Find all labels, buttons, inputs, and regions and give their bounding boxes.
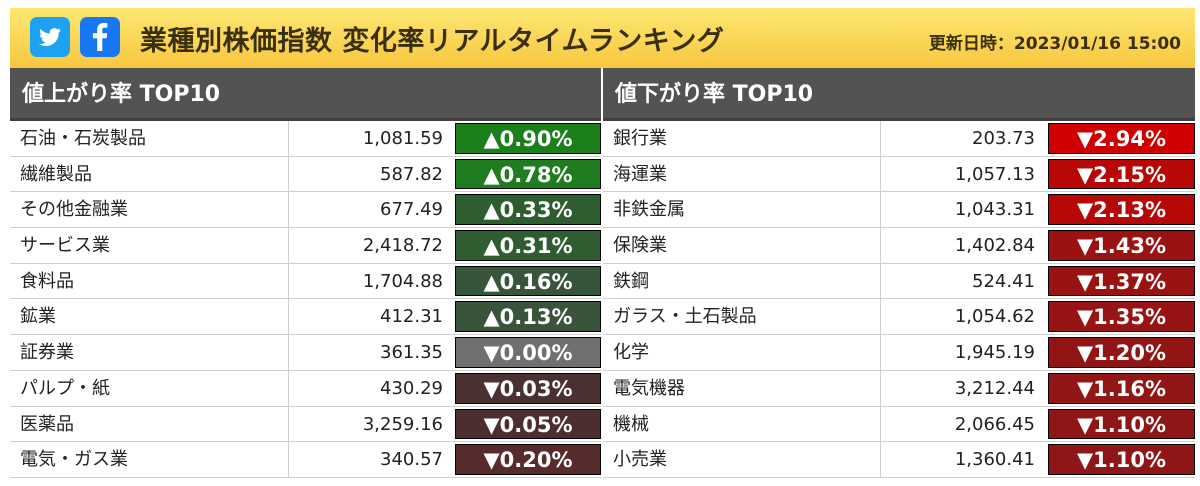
change-rate-badge: ▼1.37% — [1048, 265, 1195, 297]
table-row: 鉄鋼 524.41 ▼1.37% — [603, 263, 1195, 300]
index-value: 3,212.44 — [880, 370, 1047, 406]
table-row: 電気機器 3,212.44 ▼1.16% — [603, 370, 1195, 407]
change-rate-badge: ▼0.05% — [455, 408, 601, 440]
table-row: 機械 2,066.45 ▼1.10% — [603, 406, 1195, 443]
change-rate-badge: ▼2.15% — [1048, 158, 1195, 190]
table-row: 石油・石炭製品 1,081.59 ▲0.90% — [10, 121, 601, 157]
gainers-title: 値上がり率 TOP10 — [10, 68, 601, 121]
change-rate-badge: ▼1.10% — [1048, 444, 1195, 475]
table-row: その他金融業 677.49 ▲0.33% — [10, 192, 601, 229]
table-row: 化学 1,945.19 ▼1.20% — [603, 335, 1195, 371]
index-value: 1,402.84 — [880, 228, 1047, 263]
header-bar: 業種別株価指数 変化率リアルタイムランキング 更新日時：2023/01/16 1… — [10, 8, 1195, 68]
change-rate-badge: ▼1.16% — [1048, 372, 1195, 404]
table-row: 食料品 1,704.88 ▲0.16% — [10, 263, 601, 300]
index-value: 2,418.72 — [288, 228, 455, 263]
sector-name: ガラス・土石製品 — [613, 306, 757, 328]
losers-title: 値下がり率 TOP10 — [603, 68, 1195, 121]
twitter-icon — [39, 28, 61, 46]
change-rate-badge: ▼1.43% — [1048, 230, 1195, 261]
table-row: 保険業 1,402.84 ▼1.43% — [603, 228, 1195, 264]
change-rate-badge: ▼0.20% — [455, 444, 601, 475]
index-value: 587.82 — [288, 156, 455, 192]
twitter-share-button[interactable] — [30, 17, 70, 57]
gainers-table: 石油・石炭製品 1,081.59 ▲0.90% 繊維製品 587.82 ▲0.78% その他… — [10, 121, 601, 478]
sector-name: サービス業 — [20, 235, 110, 257]
change-rate-badge: ▲0.16% — [455, 265, 601, 297]
sector-name: 医薬品 — [20, 413, 74, 435]
sector-name: その他金融業 — [20, 199, 128, 221]
losers-panel: 値下がり率 TOP10 銀行業 203.73 ▼2.94% 海運業 1,057.13 ▼2… — [603, 68, 1195, 478]
sector-name: 電気機器 — [613, 377, 685, 399]
index-value: 524.41 — [880, 263, 1047, 299]
table-row: サービス業 2,418.72 ▲0.31% — [10, 228, 601, 264]
updated-timestamp: 更新日時：2023/01/16 15:00 — [928, 34, 1181, 54]
sector-name: 繊維製品 — [20, 163, 92, 185]
page-title: 業種別株価指数 変化率リアルタイムランキング — [140, 26, 725, 57]
table-row: 繊維製品 587.82 ▲0.78% — [10, 156, 601, 193]
sector-name: 鉄鋼 — [613, 270, 649, 292]
table-row: 鉱業 412.31 ▲0.13% — [10, 299, 601, 336]
index-value: 203.73 — [880, 121, 1047, 156]
index-value: 1,360.41 — [880, 442, 1047, 477]
sector-name: 食料品 — [20, 270, 74, 292]
change-rate-badge: ▼1.20% — [1048, 337, 1195, 368]
index-value: 1,043.31 — [880, 192, 1047, 228]
sector-name: 海運業 — [613, 163, 667, 185]
index-value: 430.29 — [288, 370, 455, 406]
index-value: 2,066.45 — [880, 406, 1047, 442]
sector-name: 化学 — [613, 342, 649, 364]
change-rate-badge: ▲0.90% — [455, 123, 601, 154]
table-row: パルプ・紙 430.29 ▼0.03% — [10, 370, 601, 407]
sector-name: 保険業 — [613, 235, 667, 257]
index-value: 1,081.59 — [288, 121, 455, 156]
sector-name: 証券業 — [20, 342, 74, 364]
table-row: 医薬品 3,259.16 ▼0.05% — [10, 406, 601, 443]
table-row: 電気・ガス業 340.57 ▼0.20% — [10, 442, 601, 478]
table-row: 海運業 1,057.13 ▼2.15% — [603, 156, 1195, 193]
sector-name: 石油・石炭製品 — [20, 128, 146, 149]
index-value: 3,259.16 — [288, 406, 455, 442]
panel-divider — [601, 68, 603, 486]
change-rate-badge: ▼1.10% — [1048, 408, 1195, 440]
change-rate-badge: ▼2.94% — [1048, 123, 1195, 154]
sector-name: 非鉄金属 — [613, 199, 685, 221]
facebook-icon — [92, 23, 108, 51]
sector-name: 機械 — [613, 413, 649, 435]
table-row: 証券業 361.35 ▼0.00% — [10, 335, 601, 371]
losers-table: 銀行業 203.73 ▼2.94% 海運業 1,057.13 ▼2.15% 非鉄金属 1,04… — [603, 121, 1195, 478]
change-rate-badge: ▼2.13% — [1048, 194, 1195, 226]
table-row: 銀行業 203.73 ▼2.94% — [603, 121, 1195, 157]
facebook-share-button[interactable] — [80, 17, 120, 57]
index-value: 1,054.62 — [880, 299, 1047, 335]
sector-name: パルプ・紙 — [20, 377, 110, 399]
change-rate-badge: ▲0.78% — [455, 158, 601, 190]
change-rate-badge: ▼0.00% — [455, 337, 601, 368]
sector-name: 小売業 — [613, 449, 667, 471]
table-row: ガラス・土石製品 1,054.62 ▼1.35% — [603, 299, 1195, 336]
sector-name: 電気・ガス業 — [20, 449, 128, 471]
change-rate-badge: ▲0.33% — [455, 194, 601, 226]
change-rate-badge: ▼1.35% — [1048, 301, 1195, 333]
table-row: 小売業 1,360.41 ▼1.10% — [603, 442, 1195, 478]
index-value: 340.57 — [288, 442, 455, 477]
gainers-panel: 値上がり率 TOP10 石油・石炭製品 1,081.59 ▲0.90% 繊維製品 587… — [10, 68, 601, 478]
index-value: 412.31 — [288, 299, 455, 335]
index-value: 361.35 — [288, 335, 455, 370]
sector-name: 銀行業 — [613, 128, 667, 149]
change-rate-badge: ▼0.03% — [455, 372, 601, 404]
sector-name: 鉱業 — [20, 306, 56, 328]
index-value: 1,945.19 — [880, 335, 1047, 370]
index-value: 677.49 — [288, 192, 455, 228]
change-rate-badge: ▲0.31% — [455, 230, 601, 261]
change-rate-badge: ▲0.13% — [455, 301, 601, 333]
index-value: 1,057.13 — [880, 156, 1047, 192]
index-value: 1,704.88 — [288, 263, 455, 299]
table-row: 非鉄金属 1,043.31 ▼2.13% — [603, 192, 1195, 229]
